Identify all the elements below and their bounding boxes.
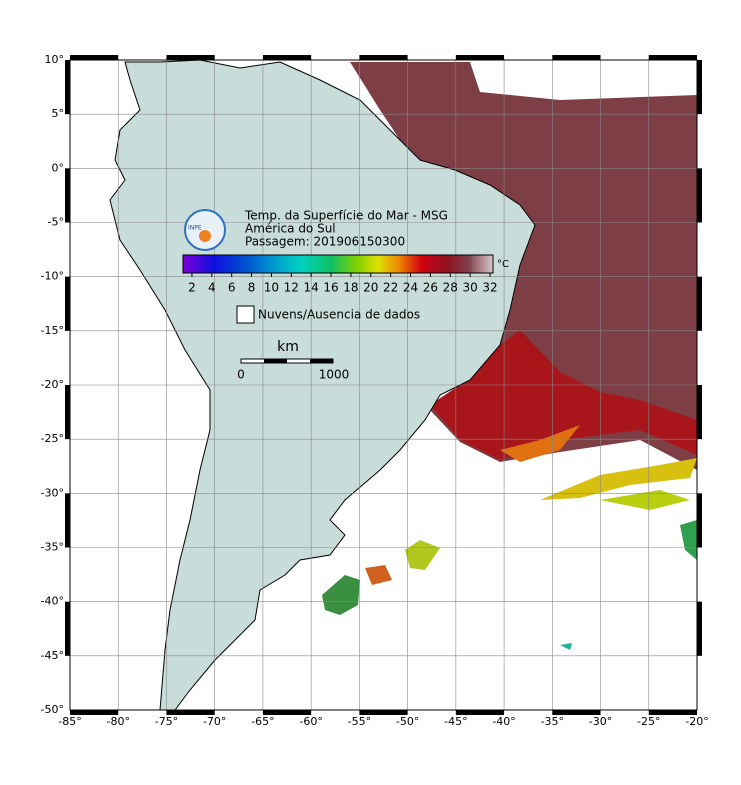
frame-segment <box>70 55 119 60</box>
frame-segment <box>697 60 702 115</box>
frame-segment <box>648 710 697 715</box>
frame-segment <box>552 710 601 715</box>
frame-segment <box>648 55 697 60</box>
lon-tick-label: -45° <box>444 715 467 728</box>
colorbar-tick-label: 28 <box>443 281 458 295</box>
colorbar-ticks: 2 4 6 8 10 12 14 16 18 20 22 24 26 28 30 32 <box>188 273 498 295</box>
lon-tick-label: -80° <box>106 715 129 728</box>
legend-title-line: América do Sul <box>245 222 336 236</box>
no-data-swatch <box>236 305 255 324</box>
sst-green-patch-2 <box>680 520 697 560</box>
colorbar-tick-label: 18 <box>343 281 358 295</box>
frame-segment <box>697 276 702 331</box>
logo-text: INPE <box>188 225 202 232</box>
frame-border <box>65 55 702 715</box>
frame-segment <box>262 55 312 60</box>
lat-tick-label: -20° <box>41 378 64 391</box>
sst-green-patch <box>322 575 360 615</box>
colorbar-tick-label: 2 <box>188 281 196 295</box>
frame-segment <box>166 710 215 715</box>
lat-tick-label: 5° <box>52 107 65 120</box>
sst-warm-region <box>350 62 697 470</box>
lon-tick-label: -30° <box>589 715 612 728</box>
colorbar-tick-label: 20 <box>363 281 378 295</box>
frame-segment <box>65 601 70 656</box>
lon-tick-label: -50° <box>396 715 419 728</box>
lon-tick-label: -85° <box>58 715 81 728</box>
sst-teal-patch <box>560 643 572 650</box>
colorbar-tick-label: 4 <box>208 281 216 295</box>
scale-bar-segment <box>264 359 287 363</box>
frame-segment <box>166 55 215 60</box>
lat-tick-label: -10° <box>41 270 64 283</box>
frame-segment <box>697 601 702 656</box>
lat-tick-label: -40° <box>41 595 64 608</box>
scale-bar-segment <box>310 359 333 363</box>
legend: INPE Temp. da Superfície do Mar - MSG Am… <box>182 209 509 382</box>
frame-segment <box>455 710 505 715</box>
frame-segment <box>65 60 70 115</box>
logo-sun <box>199 230 211 242</box>
colorbar-unit: °C <box>497 259 509 270</box>
colorbar-tick-label: 14 <box>304 281 319 295</box>
lat-tick-label: 10° <box>45 53 65 66</box>
colorbar-tick-label: 24 <box>403 281 418 295</box>
frame-segment <box>65 276 70 331</box>
frame-segment <box>359 710 408 715</box>
legend-title-line: Passagem: 201906150300 <box>245 235 405 249</box>
frame-segment <box>359 55 408 60</box>
frame-segment <box>455 55 505 60</box>
sst-orange-patch <box>500 425 580 462</box>
lon-tick-label: -70° <box>203 715 226 728</box>
lon-tick-label: -55° <box>348 715 371 728</box>
lat-tick-label: -45° <box>41 649 64 662</box>
frame-segment <box>65 385 70 440</box>
legend-title-line: Temp. da Superfície do Mar - MSG <box>244 209 448 223</box>
colorbar-tick-label: 16 <box>323 281 338 295</box>
colorbar-tick-label: 6 <box>228 281 236 295</box>
frame-segment <box>70 710 119 715</box>
scale-start: 0 <box>237 368 245 382</box>
lat-tick-label: -35° <box>41 541 64 554</box>
colorbar-tick-label: 12 <box>284 281 299 295</box>
colorbar-tick-label: 30 <box>463 281 478 295</box>
lat-tick-label: -30° <box>41 486 64 499</box>
lon-tick-label: -40° <box>492 715 515 728</box>
sst-yellow-streak-2 <box>600 490 690 510</box>
colorbar-tick-label: 26 <box>423 281 438 295</box>
lat-tick-label: -25° <box>41 432 64 445</box>
scale-end: 1000 <box>319 368 350 382</box>
colorbar <box>182 254 494 274</box>
sst-yellow-streak <box>540 458 697 500</box>
lat-tick-label: -15° <box>41 324 64 337</box>
graticule <box>70 60 697 710</box>
frame-segment <box>552 55 601 60</box>
colorbar-tick-label: 10 <box>264 281 279 295</box>
sst-orange-patch-2 <box>365 565 392 585</box>
colorbar-tick-label: 8 <box>248 281 256 295</box>
frame-segment <box>65 168 70 223</box>
frame-segment <box>697 385 702 440</box>
colorbar-tick-label: 22 <box>383 281 398 295</box>
lat-tick-label: 0° <box>52 161 65 174</box>
axis-labels: 10° 5° 0° -5° -10° -15° -20° -25° -30° -35° -40° -4… <box>41 53 709 728</box>
scale-unit: km <box>277 339 299 355</box>
lon-tick-label: -75° <box>155 715 178 728</box>
lat-tick-label: -5° <box>48 216 64 229</box>
no-data-label: Nuvens/Ausencia de dados <box>258 308 420 322</box>
lon-tick-label: -35° <box>541 715 564 728</box>
lon-tick-label: -25° <box>637 715 660 728</box>
frame-segment <box>697 168 702 223</box>
lon-tick-label: -20° <box>685 715 708 728</box>
frame-segment <box>262 710 312 715</box>
colorbar-tick-label: 32 <box>482 281 497 295</box>
lon-tick-label: -60° <box>299 715 322 728</box>
frame-segment <box>697 493 702 548</box>
map-body <box>70 60 697 710</box>
sst-red-band <box>430 330 697 460</box>
lat-tick-label: -50° <box>41 703 64 716</box>
lon-tick-label: -65° <box>251 715 274 728</box>
frame-segment <box>65 493 70 548</box>
